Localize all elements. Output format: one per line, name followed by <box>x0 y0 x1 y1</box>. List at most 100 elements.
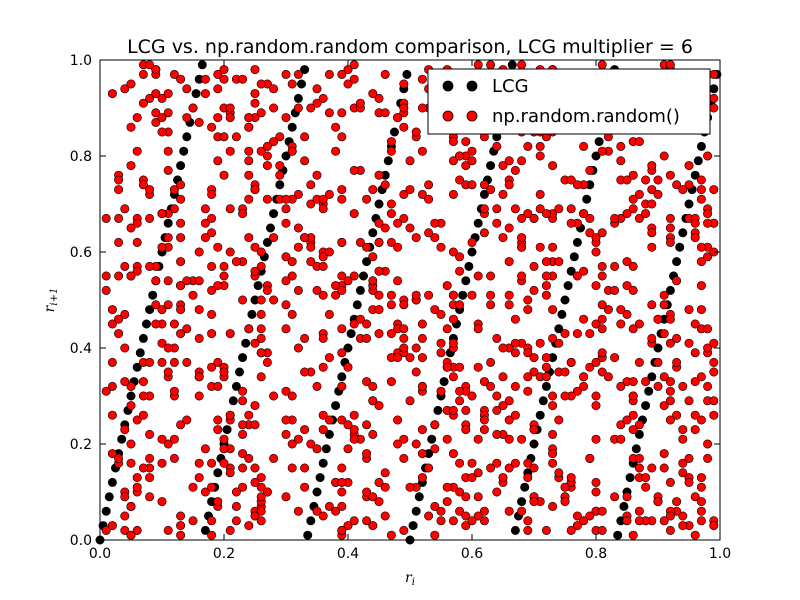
random-point <box>548 391 558 401</box>
random-point <box>362 516 372 526</box>
random-point <box>355 237 365 247</box>
random-point <box>517 233 527 243</box>
random-point <box>467 180 477 190</box>
lcg-point <box>135 348 145 358</box>
random-point <box>386 530 396 540</box>
random-point <box>244 122 254 132</box>
random-point <box>368 521 378 531</box>
lcg-point <box>486 161 496 171</box>
random-point <box>256 473 266 483</box>
random-point <box>250 477 260 487</box>
lcg-point <box>281 151 291 161</box>
lcg-point <box>296 79 306 89</box>
lcg-point <box>231 381 241 391</box>
random-point <box>405 482 415 492</box>
random-point <box>672 276 682 286</box>
random-point <box>523 386 533 396</box>
random-point <box>684 453 694 463</box>
random-point <box>114 185 124 195</box>
random-point <box>287 257 297 267</box>
random-point <box>231 501 241 511</box>
lcg-point <box>678 228 688 238</box>
random-point <box>566 357 576 367</box>
random-point <box>256 506 266 516</box>
random-point <box>399 79 409 89</box>
random-point <box>318 410 328 420</box>
random-point <box>176 511 186 521</box>
random-point <box>616 434 626 444</box>
random-point <box>207 482 217 492</box>
random-point <box>498 233 508 243</box>
random-point <box>200 444 210 454</box>
random-point <box>585 453 595 463</box>
random-point <box>709 338 719 348</box>
random-point <box>678 511 688 521</box>
random-point <box>647 161 657 171</box>
random-point <box>709 396 719 406</box>
random-point <box>281 276 291 286</box>
random-point <box>337 415 347 425</box>
random-point <box>126 458 136 468</box>
random-point <box>517 60 527 70</box>
random-point <box>535 151 545 161</box>
random-point <box>405 156 415 166</box>
random-point <box>300 367 310 377</box>
random-point <box>672 333 682 343</box>
random-point <box>132 146 142 156</box>
random-point <box>448 314 458 324</box>
x-tick-label: 0.6 <box>461 546 483 562</box>
random-point <box>424 228 434 238</box>
random-point <box>219 132 229 142</box>
random-point <box>120 261 130 271</box>
random-point <box>213 242 223 252</box>
lcg-point <box>594 137 604 147</box>
random-point <box>337 477 347 487</box>
random-point <box>349 425 359 435</box>
random-point <box>572 386 582 396</box>
lcg-point <box>303 530 313 540</box>
random-point <box>169 69 179 79</box>
random-point <box>368 89 378 99</box>
random-point <box>306 257 316 267</box>
random-point <box>194 473 204 483</box>
random-point <box>448 516 458 526</box>
random-point <box>244 113 254 123</box>
random-point <box>380 180 390 190</box>
random-point <box>622 415 632 425</box>
random-point <box>430 305 440 315</box>
random-point <box>523 348 533 358</box>
random-point <box>200 233 210 243</box>
random-point <box>200 204 210 214</box>
random-point <box>659 329 669 339</box>
random-point <box>479 506 489 516</box>
random-point <box>622 309 632 319</box>
random-point <box>380 511 390 521</box>
random-point <box>566 175 576 185</box>
random-point <box>169 204 179 214</box>
random-point <box>207 362 217 372</box>
random-point <box>634 420 644 430</box>
random-point <box>349 209 359 219</box>
random-point <box>703 343 713 353</box>
random-point <box>572 511 582 521</box>
random-point <box>504 223 514 233</box>
random-point <box>399 333 409 343</box>
random-point <box>250 420 260 430</box>
random-point <box>399 453 409 463</box>
random-point <box>318 194 328 204</box>
random-point <box>145 357 155 367</box>
random-point <box>269 233 279 243</box>
lcg-point <box>148 290 158 300</box>
random-point <box>281 300 291 310</box>
random-point <box>535 141 545 151</box>
random-point <box>120 204 130 214</box>
random-point <box>647 185 657 195</box>
lcg-point <box>566 266 576 276</box>
random-point <box>591 401 601 411</box>
random-point <box>659 151 669 161</box>
random-point <box>281 415 291 425</box>
random-point <box>262 151 272 161</box>
random-point <box>430 501 440 511</box>
random-point <box>324 353 334 363</box>
random-point <box>213 281 223 291</box>
